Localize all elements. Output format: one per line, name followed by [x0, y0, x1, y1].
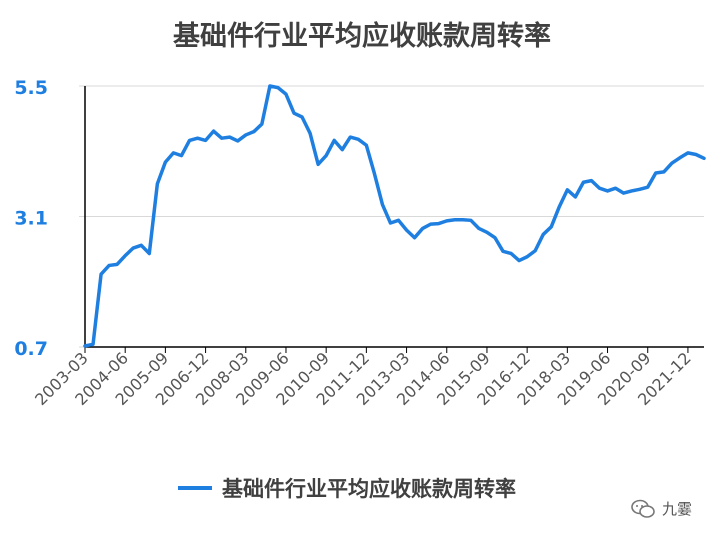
legend-label: 基础件行业平均应收账款周转率 — [222, 477, 516, 501]
watermark-text: 九霎 — [662, 500, 693, 518]
y-tick-label: 0.7 — [14, 338, 48, 360]
legend-swatch — [178, 486, 212, 490]
y-tick-label: 5.5 — [14, 77, 48, 99]
y-tick-label: 3.1 — [14, 208, 48, 230]
series-line — [83, 84, 706, 348]
chart-title: 基础件行业平均应收账款周转率 — [173, 21, 551, 52]
legend: 基础件行业平均应收账款周转率 — [178, 473, 516, 503]
watermark: 九霎 — [630, 498, 692, 519]
wechat-icon — [631, 499, 655, 518]
